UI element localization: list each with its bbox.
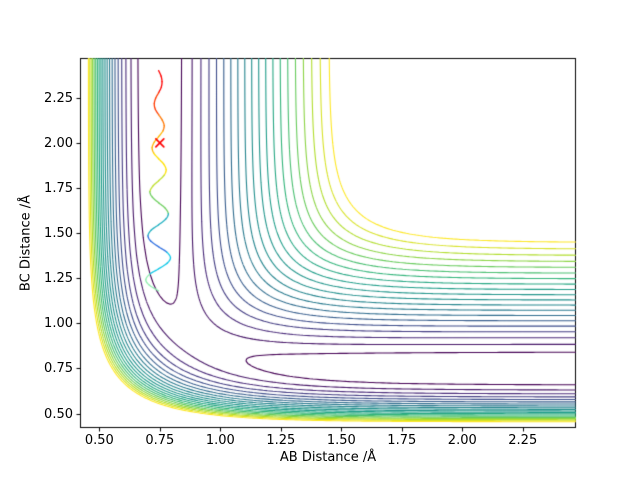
y-tick-label: 2.25 (44, 90, 73, 106)
y-tick-label: 0.75 (44, 361, 73, 377)
x-tick-label: 0.50 (84, 433, 114, 448)
y-tick-label: 1.25 (44, 271, 73, 287)
y-tick-label: 1.75 (44, 180, 73, 196)
x-tick-label: 1.00 (205, 433, 235, 448)
x-tick-label: 0.75 (145, 433, 175, 448)
x-axis-label: AB Distance /Å (279, 450, 377, 465)
y-tick-label: 2.00 (44, 135, 73, 151)
y-tick-label: 1.00 (44, 316, 73, 332)
x-tick-label: 1.50 (326, 433, 356, 448)
x-tick-label: 2.00 (447, 433, 477, 448)
x-tick-label: 2.25 (508, 433, 538, 448)
y-tick-label: 1.50 (44, 226, 73, 242)
x-tick-label: 1.75 (387, 433, 417, 448)
y-axis-label: BC Distance /Å (18, 194, 34, 292)
x-tick-label: 1.25 (266, 433, 296, 448)
y-tick-label: 0.50 (44, 406, 73, 422)
